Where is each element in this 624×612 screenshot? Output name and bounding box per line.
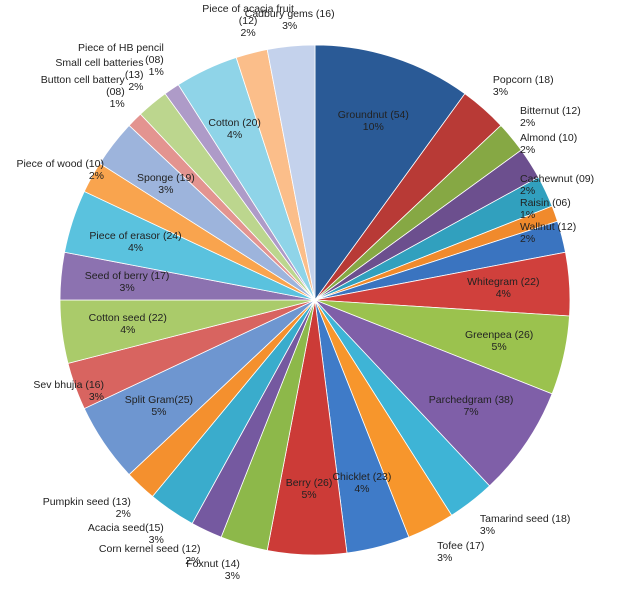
category-label: Seed of berry (17) xyxy=(84,270,170,283)
category-label: Piece of wood (10) xyxy=(16,158,104,171)
percent-label: 2% xyxy=(520,185,536,198)
category-label: Cadbury gems (16) xyxy=(244,8,335,21)
slice-label: Cadbury gems (16) 3% xyxy=(238,8,342,32)
slice-label: Tamarind seed (18) 3% xyxy=(480,513,584,537)
pie-slice xyxy=(314,299,553,487)
category-label: Groundnut (54) xyxy=(337,108,409,121)
slice-label: Greenpea (26) 5% xyxy=(447,329,551,353)
slice-label: Wallnut (12) 2% xyxy=(520,221,624,245)
slice-label: Seed of berry (17) 3% xyxy=(75,270,179,294)
percent-label: 10% xyxy=(362,120,384,133)
category-label: Small cell batteries (13) xyxy=(55,56,144,81)
percent-label: 4% xyxy=(227,129,243,142)
percent-label: 2% xyxy=(128,80,144,93)
category-label: Parchedgram (38) xyxy=(428,394,514,407)
category-label: Button cell battery (08) xyxy=(40,73,125,98)
slice-label: Split Gram(25) 5% xyxy=(107,394,211,418)
category-label: Chicklet (23) xyxy=(332,470,392,483)
category-label: Greenpea (26) xyxy=(464,329,534,342)
percent-label: 3% xyxy=(282,20,298,33)
percent-label: 4% xyxy=(354,482,370,495)
slice-label: Acacia seed(15) 3% xyxy=(60,522,164,546)
slice-label: Popcorn (18) 3% xyxy=(493,74,597,98)
percent-label: 2% xyxy=(520,143,536,156)
category-label: Piece of acacia fruit (12) xyxy=(202,3,294,28)
slice-label: Piece of erasor (24) 4% xyxy=(84,230,188,254)
slice-label: Small cell batteries (13) 2% xyxy=(40,56,144,93)
percent-label: 3% xyxy=(158,184,174,197)
slice-label: Parchedgram (38) 7% xyxy=(419,394,523,418)
category-label: Popcorn (18) xyxy=(492,74,554,87)
slice-label: Cotton seed (22) 4% xyxy=(76,312,180,336)
percent-label: 3% xyxy=(437,551,453,564)
percent-label: 5% xyxy=(301,488,317,501)
percent-label: 1% xyxy=(109,97,125,110)
percent-label: 2% xyxy=(115,508,131,521)
slice-label: Cotton (20) 4% xyxy=(183,117,287,141)
slice-label: Sponge (19) 3% xyxy=(114,172,218,196)
slice-label: Piece of acacia fruit (12) 2% xyxy=(196,3,300,39)
percent-label: 1% xyxy=(148,65,164,78)
percent-label: 3% xyxy=(119,282,135,295)
percent-label: 2% xyxy=(520,116,536,129)
category-label: Cotton seed (22) xyxy=(88,311,167,324)
category-label: Raisin (06) xyxy=(520,196,571,209)
slice-label: Berry (26) 5% xyxy=(257,477,361,501)
slice-label: Almond (10) 2% xyxy=(520,132,624,156)
slice-label: Raisin (06) 1% xyxy=(520,197,624,221)
category-label: Corn kernel seed (12) xyxy=(98,543,201,556)
category-label: Cashewnut (09) xyxy=(520,173,595,186)
category-label: Tamarind seed (18) xyxy=(479,512,571,525)
slice-label: Piece of wood (10) 2% xyxy=(0,158,104,182)
percent-label: 3% xyxy=(148,534,164,547)
percent-label: 1% xyxy=(520,208,536,221)
category-label: Piece of erasor (24) xyxy=(89,229,182,242)
percent-label: 2% xyxy=(88,170,104,183)
category-label: Whitegram (22) xyxy=(467,276,540,289)
percent-label: 5% xyxy=(151,406,167,419)
percent-label: 3% xyxy=(224,570,240,583)
slice-label: Foxnut (14) 3% xyxy=(136,558,240,582)
slice-label: Groundnut (54) 10% xyxy=(321,109,425,133)
slice-label: Piece of HB pencil (08) 1% xyxy=(60,42,164,78)
category-label: Bitternut (12) xyxy=(520,104,581,117)
slice-label: Sev bhujia (16) 3% xyxy=(0,379,104,403)
percent-label: 2% xyxy=(520,233,536,246)
category-label: Almond (10) xyxy=(520,131,578,144)
category-label: Split Gram(25) xyxy=(124,394,194,407)
slice-label: Bitternut (12) 2% xyxy=(520,105,624,129)
category-label: Piece of HB pencil (08) xyxy=(78,41,164,66)
category-label: Berry (26) xyxy=(285,476,333,489)
pie-slice xyxy=(266,44,316,301)
category-label: Foxnut (14) xyxy=(186,558,240,571)
slice-label: Pumpkin seed (13) 2% xyxy=(27,496,131,520)
category-label: Tofee (17) xyxy=(437,539,485,552)
percent-label: 7% xyxy=(463,406,479,419)
category-label: Cotton (20) xyxy=(208,117,261,130)
slice-label: Corn kernel seed (12) 2% xyxy=(96,543,201,568)
category-label: Wallnut (12) xyxy=(520,221,577,234)
slice-label: Cashewnut (09) 2% xyxy=(520,173,624,197)
percent-label: 3% xyxy=(88,391,104,404)
percent-label: 3% xyxy=(492,86,509,99)
category-label: Acacia seed(15) xyxy=(87,522,164,535)
category-label: Sev bhujia (16) xyxy=(33,379,104,392)
category-label: Sponge (19) xyxy=(136,172,195,185)
percent-label: 4% xyxy=(495,288,511,301)
percent-label: 4% xyxy=(120,323,136,336)
percent-label: 5% xyxy=(491,341,507,354)
category-label: Pumpkin seed (13) xyxy=(42,496,131,509)
percent-label: 2% xyxy=(240,27,256,40)
slice-label: Whitegram (22) 4% xyxy=(451,276,555,300)
pie-slice xyxy=(314,44,466,302)
slice-label: Button cell battery (08) 1% xyxy=(21,74,125,110)
percent-label: 2% xyxy=(185,555,201,568)
percent-label: 3% xyxy=(479,524,496,537)
slice-label: Tofee (17) 3% xyxy=(437,540,541,564)
percent-label: 4% xyxy=(127,241,144,254)
slice-label: Chicklet (23) 4% xyxy=(310,471,414,495)
